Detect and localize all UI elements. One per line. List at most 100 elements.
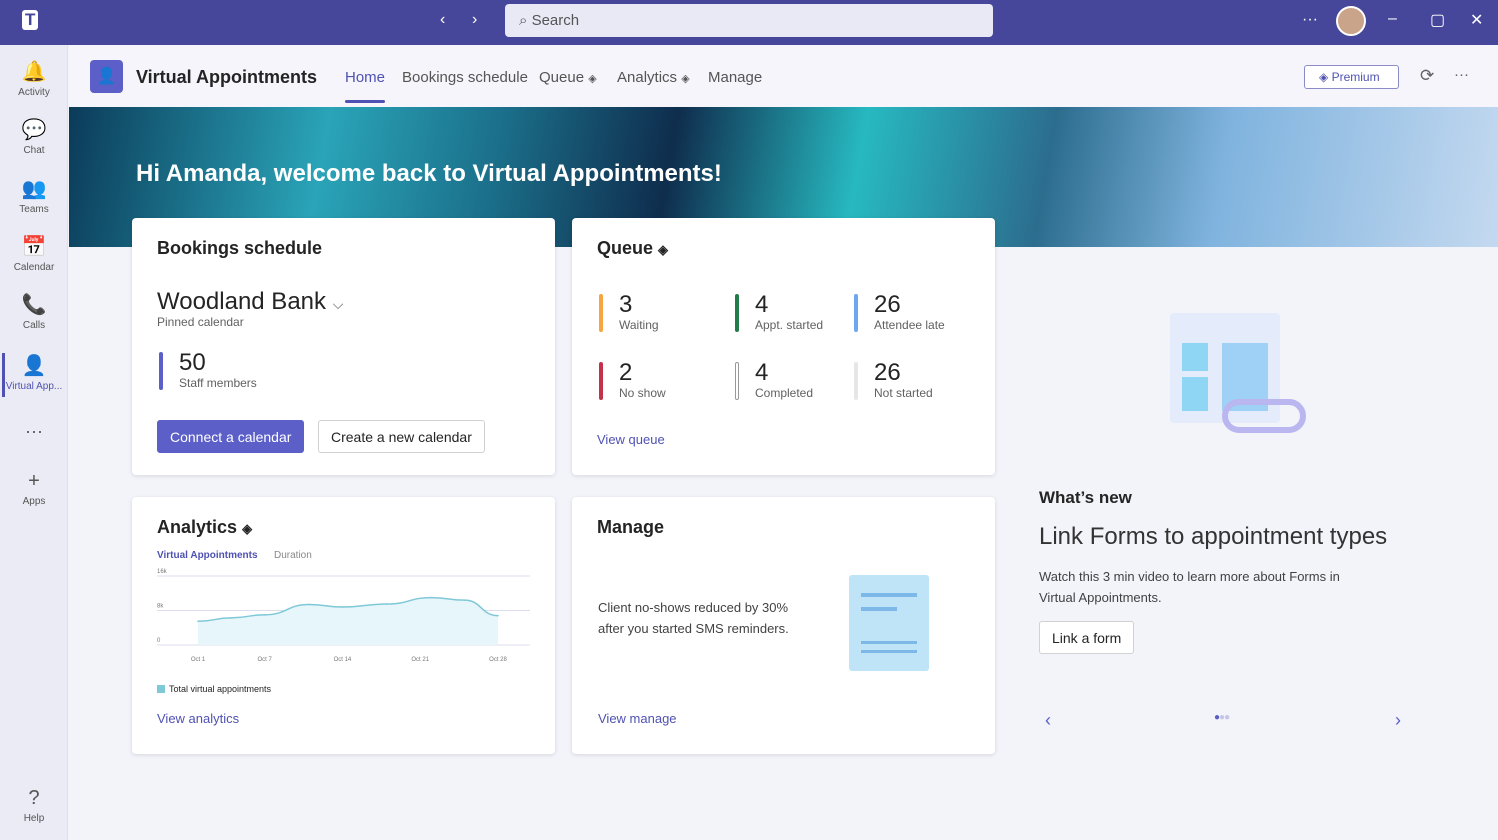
legend-swatch xyxy=(157,685,165,693)
data-point xyxy=(341,606,344,608)
welcome-heading: Hi Amanda, welcome back to Virtual Appoi… xyxy=(136,160,722,187)
back-icon[interactable]: ‹ xyxy=(440,11,446,28)
bookings-card: Bookings schedule Woodland Bank ⌵ Pinned… xyxy=(132,218,555,475)
x-tick-label: Oct 14 xyxy=(334,657,352,663)
queue-card: Queue ◈ 3 Waiting 4 Appt. started 26 Attendee… xyxy=(572,218,995,475)
more-apps-icon[interactable]: ··· xyxy=(25,421,43,441)
sidebar-item-apps[interactable]: + Apps xyxy=(0,470,68,507)
whats-new-title: Link Forms to appointment types xyxy=(1039,523,1388,550)
refresh-icon[interactable]: ⟳ xyxy=(1420,66,1435,85)
queue-stat: 26 Not started xyxy=(854,360,933,400)
queue-stat: 4 Completed xyxy=(735,360,813,400)
maximize-icon[interactable]: ▢ xyxy=(1430,12,1446,29)
card-title: Bookings schedule xyxy=(157,238,323,258)
view-queue-link[interactable]: View queue xyxy=(597,432,665,447)
sidebar-item-virtual-appointments[interactable]: 👤 Virtual App... xyxy=(0,353,68,397)
x-tick-label: Oct 7 xyxy=(257,657,272,663)
data-point xyxy=(430,596,433,599)
status-color-bar xyxy=(599,294,603,332)
status-color-bar xyxy=(735,362,739,400)
line-chart: 16k 8k 0 Oct 1 Oct 7 Oct 14 Oct 21 Oct 28 xyxy=(157,569,530,663)
x-tick-label: Oct 1 xyxy=(191,657,206,663)
teams-icon: 👥 xyxy=(21,178,47,200)
carousel-prev-icon[interactable]: ‹ xyxy=(1045,710,1051,730)
queue-stat: 3 Waiting xyxy=(599,292,659,332)
calendar-icon: 📅 xyxy=(21,236,47,258)
chat-icon: 💬 xyxy=(21,119,47,141)
teams-logo-icon: T xyxy=(22,10,39,30)
search-input[interactable]: ⌕ Search xyxy=(505,4,993,37)
x-tick-label: Oct 21 xyxy=(411,657,429,663)
app-logo-icon: 👤 xyxy=(90,60,123,93)
view-analytics-link[interactable]: View analytics xyxy=(157,711,240,726)
sidebar-item-calls[interactable]: 📞 Calls xyxy=(0,292,68,331)
phone-icon: 📞 xyxy=(21,294,47,316)
connect-calendar-button[interactable]: Connect a calendar xyxy=(157,420,305,453)
sidebar-item-teams[interactable]: 👥 Teams xyxy=(0,176,68,215)
queue-stat: 2 No show xyxy=(599,360,666,400)
diamond-icon: ◈ xyxy=(681,73,690,85)
manage-card: Manage Client no-shows reduced by 30% aft… xyxy=(572,497,995,754)
tab-queue[interactable]: Queue ◈ xyxy=(539,69,597,86)
carousel-pagination[interactable]: ●●● xyxy=(1214,712,1230,723)
tab-home[interactable]: Home xyxy=(345,69,386,103)
premium-button[interactable]: ◈ Premium xyxy=(1304,65,1399,89)
data-point xyxy=(386,603,388,605)
legend-label: Total virtual appointments xyxy=(169,684,272,694)
analytics-card: Analytics ◈ Virtual Appointments Duratio… xyxy=(132,497,555,754)
app-title: Virtual Appointments xyxy=(136,67,318,87)
link-form-button[interactable]: Link a form xyxy=(1039,621,1135,654)
diamond-icon: ◈ xyxy=(242,521,253,536)
forms-illustration-icon xyxy=(1170,313,1306,433)
avatar[interactable] xyxy=(1336,6,1366,36)
title-bar: T ‹ › ⌕ Search ··· – ▢ ✕ xyxy=(0,0,1498,45)
more-options-icon[interactable]: ··· xyxy=(1454,66,1469,83)
bell-icon: 🔔 xyxy=(21,61,47,83)
queue-stat: 26 Attendee late xyxy=(854,292,945,332)
y-tick-label: 16k xyxy=(157,569,168,575)
y-tick-label: 8k xyxy=(157,604,164,610)
card-title: Manage xyxy=(597,517,665,537)
sidebar-item-help[interactable]: ? Help xyxy=(0,787,68,824)
chevron-down-icon: ⌵ xyxy=(332,296,344,312)
sidebar-item-calendar[interactable]: 📅 Calendar xyxy=(0,234,68,273)
calendar-select[interactable]: Woodland Bank ⌵ xyxy=(157,288,344,315)
diamond-icon: ◈ xyxy=(658,242,669,257)
status-color-bar xyxy=(854,294,858,332)
data-point xyxy=(308,603,310,606)
whats-new-description: Watch this 3 min video to learn more abo… xyxy=(1039,569,1340,605)
card-title: Analytics ◈ xyxy=(157,517,253,537)
tab-virtual-appointments[interactable]: Virtual Appointments xyxy=(157,550,258,561)
whats-new-heading: What’s new xyxy=(1039,488,1132,507)
queue-stat: 4 Appt. started xyxy=(735,292,823,332)
diamond-icon: ◈ xyxy=(588,73,597,85)
close-icon[interactable]: ✕ xyxy=(1470,12,1484,29)
tab-bookings-schedule[interactable]: Bookings schedule xyxy=(402,69,528,86)
help-icon: ? xyxy=(28,787,40,809)
tab-analytics[interactable]: Analytics ◈ xyxy=(617,69,690,86)
staff-stat: 50 Staff members xyxy=(159,350,257,390)
carousel-next-icon[interactable]: › xyxy=(1395,710,1401,730)
create-calendar-button[interactable]: Create a new calendar xyxy=(318,420,485,453)
tab-duration[interactable]: Duration xyxy=(274,550,312,561)
card-title: Queue ◈ xyxy=(597,238,669,258)
view-manage-link[interactable]: View manage xyxy=(598,711,677,726)
data-point xyxy=(197,620,199,623)
forward-icon[interactable]: › xyxy=(472,11,478,28)
data-point xyxy=(263,614,266,616)
app-bar: 🔔 Activity 💬 Chat 👥 Teams 📅 Calendar 📞 Calls … xyxy=(0,45,68,840)
tab-manage[interactable]: Manage xyxy=(708,69,763,86)
manage-text: Client no-shows reduced by 30% after you … xyxy=(598,600,789,636)
data-point xyxy=(230,617,233,619)
diamond-icon: ◈ xyxy=(1319,70,1332,84)
minimize-icon[interactable]: – xyxy=(1388,10,1397,27)
calendar-subtitle: Pinned calendar xyxy=(157,315,244,329)
plus-icon: + xyxy=(28,470,40,492)
status-color-bar xyxy=(735,294,739,332)
virtual-appointments-icon: 👤 xyxy=(21,355,47,377)
document-illustration-icon xyxy=(849,575,929,671)
sidebar-item-chat[interactable]: 💬 Chat xyxy=(0,117,68,156)
more-options-icon[interactable]: ··· xyxy=(1302,11,1318,28)
y-tick-label: 0 xyxy=(157,638,161,644)
sidebar-item-activity[interactable]: 🔔 Activity xyxy=(0,59,68,98)
